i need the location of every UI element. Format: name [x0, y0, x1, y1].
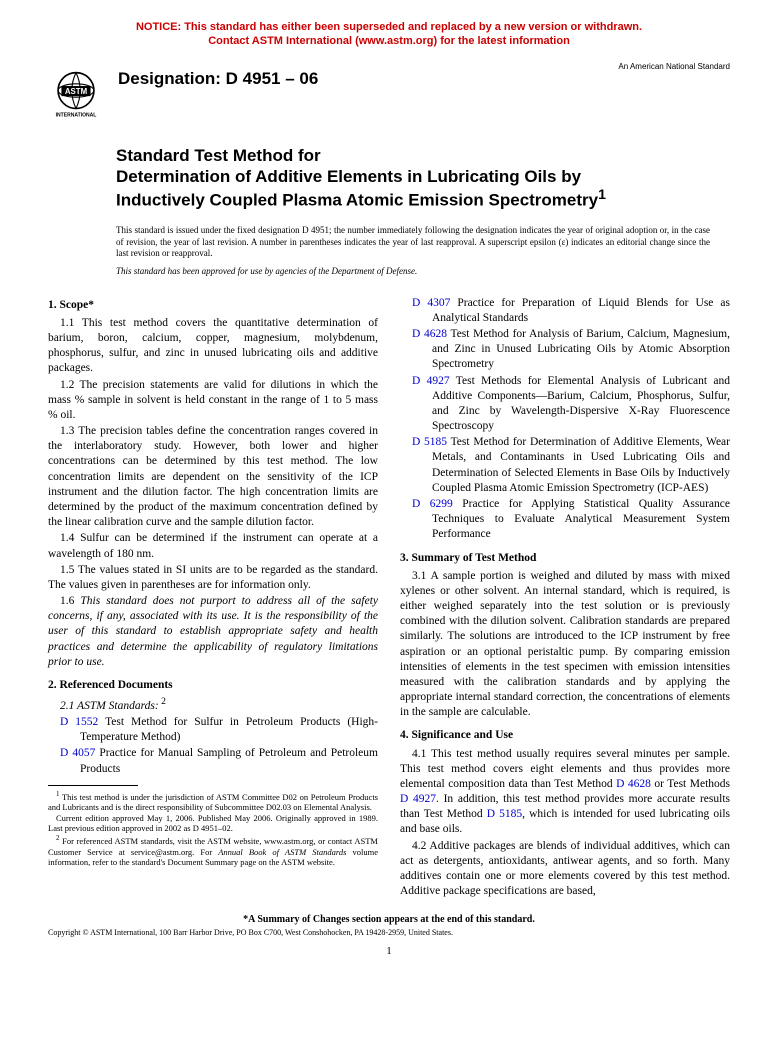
scope-1-3: 1.3 The precision tables define the conc… [48, 424, 378, 530]
ref-link[interactable]: D 6299 [412, 498, 453, 510]
ref-d5185: D 5185 Test Method for Determination of … [400, 435, 730, 496]
scope-1-5: 1.5 The values stated in SI units are to… [48, 563, 378, 593]
ref-link[interactable]: D 5185 [487, 808, 522, 820]
ref-link[interactable]: D 4927 [412, 375, 450, 387]
ans-label: An American National Standard [618, 62, 730, 71]
svg-text:ASTM: ASTM [65, 86, 87, 95]
sig-4-2: 4.2 Additive packages are blends of indi… [400, 839, 730, 900]
right-column: D 4307 Practice for Preparation of Liqui… [400, 296, 730, 901]
page-number: 1 [48, 945, 730, 957]
scope-1-1: 1.1 This test method covers the quantita… [48, 316, 378, 377]
ref-link[interactable]: D 4927 [400, 793, 436, 805]
scope-head: 1. Scope* [48, 298, 378, 313]
ref-d4628: D 4628 Test Method for Analysis of Bariu… [400, 327, 730, 373]
refs-head: 2. Referenced Documents [48, 678, 378, 693]
ref-link[interactable]: D 4628 [616, 778, 651, 790]
scope-1-6: 1.6 This standard does not purport to ad… [48, 594, 378, 670]
footnote-2: 2 For referenced ASTM standards, visit t… [48, 834, 378, 868]
changes-note: *A Summary of Changes section appears at… [48, 914, 730, 925]
title-line3: Inductively Coupled Plasma Atomic Emissi… [116, 187, 730, 211]
scope-1-4: 1.4 Sulfur can be determined if the inst… [48, 531, 378, 561]
columns: 1. Scope* 1.1 This test method covers th… [48, 296, 730, 901]
dod-note: This standard has been approved for use … [116, 266, 710, 278]
ref-d1552: D 1552 Test Method for Sulfur in Petrole… [48, 715, 378, 745]
page: NOTICE: This standard has either been su… [0, 0, 778, 987]
notice-banner: NOTICE: This standard has either been su… [48, 20, 730, 49]
header-row: ASTM INTERNATIONAL Designation: D 4951 –… [48, 67, 730, 123]
ref-d6299: D 6299 Practice for Applying Statistical… [400, 497, 730, 543]
refs-sub: 2.1 ASTM Standards: 2 [48, 696, 378, 714]
astm-logo-icon: ASTM INTERNATIONAL [48, 67, 104, 123]
footnote-rule [48, 785, 138, 786]
title-block: Standard Test Method for Determination o… [116, 145, 730, 211]
ref-link[interactable]: D 4057 [60, 747, 95, 759]
svg-text:INTERNATIONAL: INTERNATIONAL [56, 112, 97, 118]
footnote-1b: Current edition approved May 1, 2006. Pu… [48, 813, 378, 834]
title-line1: Standard Test Method for [116, 145, 730, 166]
summary-head: 3. Summary of Test Method [400, 551, 730, 566]
copyright: Copyright © ASTM International, 100 Barr… [48, 928, 730, 937]
title-line2: Determination of Additive Elements in Lu… [116, 166, 730, 187]
notice-line1: NOTICE: This standard has either been su… [136, 21, 642, 33]
ref-link[interactable]: D 5185 [412, 436, 447, 448]
notice-line2: Contact ASTM International (www.astm.org… [208, 35, 570, 47]
ref-link[interactable]: D 4307 [412, 297, 450, 309]
ref-d4057: D 4057 Practice for Manual Sampling of P… [48, 746, 378, 776]
ref-link[interactable]: D 1552 [60, 716, 98, 728]
summary-3-1: 3.1 A sample portion is weighed and dilu… [400, 569, 730, 721]
ref-d4927: D 4927 Test Methods for Elemental Analys… [400, 374, 730, 435]
ref-link[interactable]: D 4628 [412, 328, 447, 340]
ref-d4307: D 4307 Practice for Preparation of Liqui… [400, 296, 730, 326]
footnote-1a: 1 This test method is under the jurisdic… [48, 790, 378, 813]
left-column: 1. Scope* 1.1 This test method covers th… [48, 296, 378, 901]
issue-note: This standard is issued under the fixed … [116, 225, 710, 260]
designation: Designation: D 4951 – 06 [118, 69, 318, 89]
sig-4-1: 4.1 This test method usually requires se… [400, 747, 730, 838]
scope-1-2: 1.2 The precision statements are valid f… [48, 378, 378, 424]
sig-head: 4. Significance and Use [400, 728, 730, 743]
